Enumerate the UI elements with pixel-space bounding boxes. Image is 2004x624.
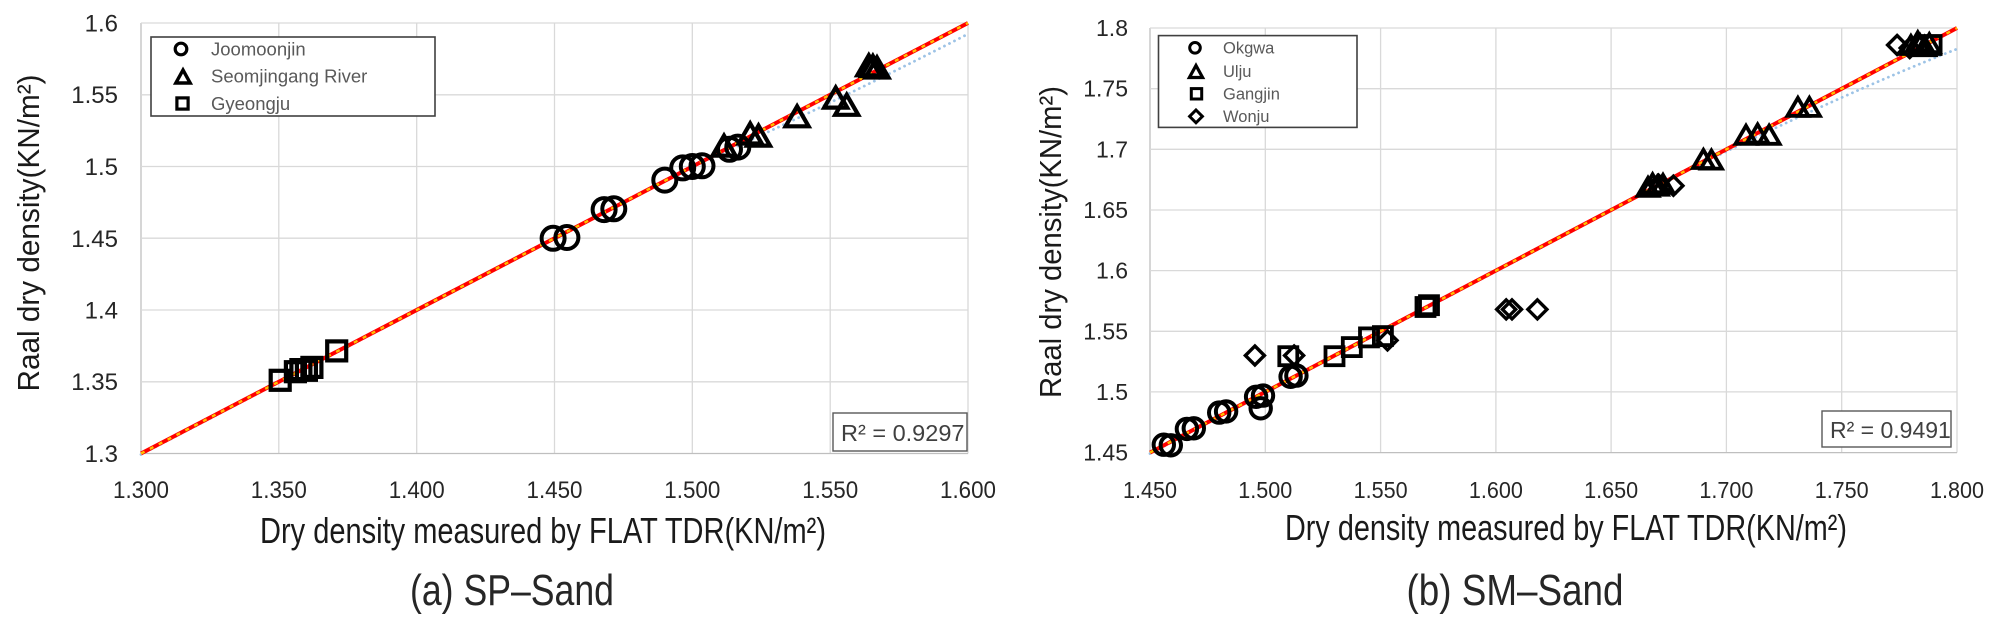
svg-text:1.550: 1.550 [1354, 477, 1408, 503]
svg-text:1.600: 1.600 [940, 477, 996, 504]
svg-text:1.6: 1.6 [85, 11, 118, 38]
svg-text:1.75: 1.75 [1083, 76, 1128, 102]
svg-text:Raal dry density(KN/m²): Raal dry density(KN/m²) [11, 75, 46, 392]
svg-text:Joomoonjin: Joomoonjin [211, 39, 306, 60]
svg-text:1.45: 1.45 [1083, 440, 1128, 466]
svg-text:R² = 0.9297: R² = 0.9297 [841, 420, 964, 446]
svg-text:1.65: 1.65 [1083, 197, 1128, 223]
svg-text:Gyeongju: Gyeongju [211, 93, 290, 114]
svg-text:1.35: 1.35 [71, 369, 118, 396]
svg-text:1.6: 1.6 [1096, 258, 1128, 284]
svg-text:1.800: 1.800 [1930, 477, 1984, 503]
svg-text:1.5: 1.5 [1096, 379, 1128, 405]
svg-text:(b) SM–Sand: (b) SM–Sand [1407, 566, 1624, 615]
svg-text:1.550: 1.550 [802, 477, 858, 504]
svg-text:Dry density measured by FLAT T: Dry density measured by FLAT TDR(KN/m²) [260, 510, 826, 551]
svg-text:1.3: 1.3 [85, 441, 118, 468]
svg-text:1.500: 1.500 [1238, 477, 1292, 503]
svg-text:1.55: 1.55 [71, 82, 118, 109]
svg-text:(a) SP–Sand: (a) SP–Sand [410, 566, 614, 615]
svg-text:1.8: 1.8 [1096, 15, 1128, 41]
svg-text:1.600: 1.600 [1469, 477, 1523, 503]
svg-text:1.450: 1.450 [1123, 477, 1177, 503]
svg-text:Seomjingang River: Seomjingang River [211, 66, 367, 87]
svg-text:1.300: 1.300 [113, 477, 169, 504]
svg-text:1.450: 1.450 [527, 477, 583, 504]
svg-text:R² = 0.9491: R² = 0.9491 [1830, 417, 1951, 443]
svg-text:1.350: 1.350 [251, 477, 307, 504]
svg-text:1.700: 1.700 [1699, 477, 1753, 503]
svg-text:1.5: 1.5 [85, 154, 118, 181]
svg-text:1.4: 1.4 [85, 298, 118, 325]
svg-text:Ulju: Ulju [1223, 63, 1251, 81]
svg-text:1.500: 1.500 [664, 477, 720, 504]
svg-text:Gangjin: Gangjin [1223, 86, 1280, 104]
svg-text:1.650: 1.650 [1584, 477, 1638, 503]
svg-text:1.55: 1.55 [1083, 318, 1128, 344]
svg-text:Okgwa: Okgwa [1223, 40, 1275, 58]
svg-text:Raal dry density(KN/m²): Raal dry density(KN/m²) [1033, 86, 1068, 398]
svg-text:1.400: 1.400 [389, 477, 445, 504]
svg-text:1.7: 1.7 [1096, 136, 1128, 162]
svg-text:Dry density measured by FLAT T: Dry density measured by FLAT TDR(KN/m²) [1285, 507, 1847, 548]
svg-text:Wonju: Wonju [1223, 108, 1269, 126]
svg-text:1.45: 1.45 [71, 226, 118, 253]
svg-text:1.750: 1.750 [1815, 477, 1869, 503]
